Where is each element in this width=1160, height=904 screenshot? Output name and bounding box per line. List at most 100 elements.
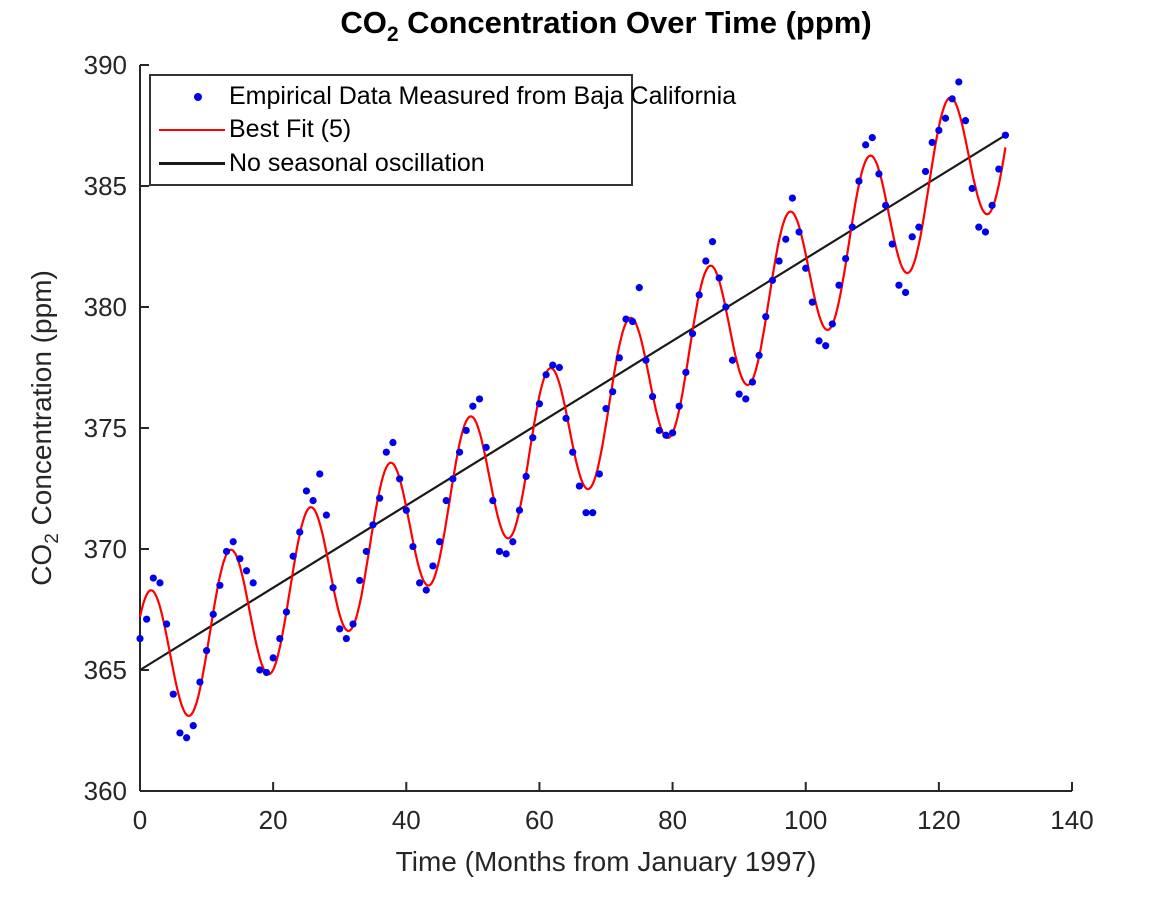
- scatter-point: [928, 138, 936, 147]
- scatter-point: [302, 487, 311, 495]
- scatter-point: [802, 264, 810, 272]
- y-tick-label: 390: [84, 50, 127, 80]
- chart-title-rest: Concentration Over Time (ppm): [398, 5, 872, 40]
- legend-line-glyph: [159, 162, 225, 165]
- scatter-point: [475, 395, 484, 403]
- scatter-point: [449, 475, 457, 483]
- scatter-point: [695, 291, 703, 299]
- scatter-point: [389, 438, 397, 447]
- chart-title: CO2 Concentration Over Time (ppm): [140, 5, 1072, 46]
- scatter-point: [489, 497, 497, 505]
- legend-no-oscillation-line-icon: [151, 147, 229, 179]
- scatter-point: [416, 579, 424, 587]
- scatter-point: [289, 552, 297, 560]
- scatter-point: [748, 378, 757, 386]
- scatter-point: [941, 114, 950, 122]
- best-fit-curve-group: [138, 96, 1007, 717]
- scatter-point: [535, 400, 544, 408]
- x-axis-label: Time (Months from January 1997): [395, 846, 817, 877]
- y-tick-label: 370: [84, 534, 127, 564]
- scatter-point: [542, 371, 550, 379]
- scatter-point: [968, 184, 976, 193]
- scatter-point: [422, 586, 430, 594]
- scatter-point: [868, 134, 876, 142]
- scatter-point: [502, 550, 510, 558]
- scatter-point: [908, 233, 916, 241]
- scatter-point: [622, 315, 630, 323]
- scatter-point: [855, 177, 863, 185]
- scatter-point: [282, 608, 291, 616]
- scatter-point: [828, 320, 836, 328]
- scatter-point: [136, 634, 144, 643]
- scatter-point: [762, 313, 770, 321]
- scatter-point: [482, 443, 490, 451]
- scatter-point: [688, 330, 697, 338]
- legend-row-no-oscillation: No seasonal oscillation: [151, 147, 631, 179]
- x-tick-label: 0: [133, 805, 147, 835]
- scatter-point: [642, 356, 650, 364]
- scatter-point: [602, 405, 610, 413]
- x-tick-label: 100: [784, 805, 827, 835]
- legend-box: Empirical Data Measured from Baja Califo…: [149, 74, 736, 186]
- axes: 0 20 40 60 80 100 120 140 360 365 370 375 380 385 390: [84, 50, 1094, 835]
- scatter-point: [429, 562, 437, 570]
- scatter-point: [236, 555, 244, 563]
- scatter-point: [262, 668, 271, 677]
- scatter-point: [649, 392, 657, 401]
- scatter-point: [562, 414, 570, 422]
- legend-row-empirical: Empirical Data Measured from Baja Califo…: [151, 81, 736, 113]
- scatter-point: [269, 654, 277, 662]
- legend-best-fit-line-icon: [151, 114, 229, 146]
- scatter-point: [555, 363, 564, 372]
- scatter-point: [569, 448, 577, 456]
- no-seasonal-oscillation-line: [139, 134, 1007, 671]
- scatter-point: [256, 666, 264, 674]
- scatter-point: [362, 547, 370, 556]
- scatter-point: [222, 547, 231, 556]
- scatter-point: [202, 647, 211, 655]
- scatter-point: [336, 625, 344, 633]
- scatter-point: [768, 276, 777, 284]
- scatter-point: [995, 165, 1003, 173]
- scatter-point: [589, 509, 597, 517]
- chart-title-subscript: 2: [386, 23, 399, 46]
- scatter-point: [149, 574, 157, 582]
- x-tick-label: 80: [658, 805, 687, 835]
- legend-label-no-oscillation: No seasonal oscillation: [229, 148, 485, 177]
- scatter-point: [609, 388, 617, 396]
- scatter-point: [961, 117, 970, 125]
- scatter-point: [842, 255, 850, 263]
- scatter-point: [742, 395, 750, 403]
- scatter-point: [549, 361, 557, 369]
- scatter-point: [296, 528, 304, 536]
- scatter-point: [815, 337, 823, 345]
- scatter-point: [242, 567, 251, 575]
- scatter-point: [981, 228, 990, 236]
- scatter-point: [329, 584, 337, 592]
- scatter-point: [629, 317, 637, 326]
- scatter-point: [848, 223, 856, 231]
- scatter-point: [635, 284, 643, 292]
- scatter-points-group: [136, 78, 1010, 742]
- scatter-point: [189, 722, 197, 730]
- scatter-point: [782, 235, 790, 243]
- scatter-point: [183, 734, 191, 742]
- scatter-point: [935, 126, 943, 134]
- scatter-point: [322, 511, 330, 519]
- scatter-point: [462, 426, 470, 435]
- scatter-point: [822, 342, 830, 350]
- scatter-point: [702, 257, 710, 265]
- scatter-point: [509, 538, 517, 546]
- scatter-point: [216, 581, 224, 589]
- scatter-point: [356, 576, 364, 585]
- x-tick-label: 40: [392, 805, 421, 835]
- chart-title-prefix: CO: [340, 5, 387, 40]
- scatter-point: [442, 497, 450, 505]
- scatter-point: [196, 678, 204, 686]
- scatter-point: [835, 281, 843, 289]
- scatter-point: [921, 167, 930, 176]
- scatter-point: [455, 448, 464, 456]
- scatter-point: [582, 509, 590, 517]
- scatter-point: [875, 170, 883, 178]
- scatter-point: [715, 274, 723, 282]
